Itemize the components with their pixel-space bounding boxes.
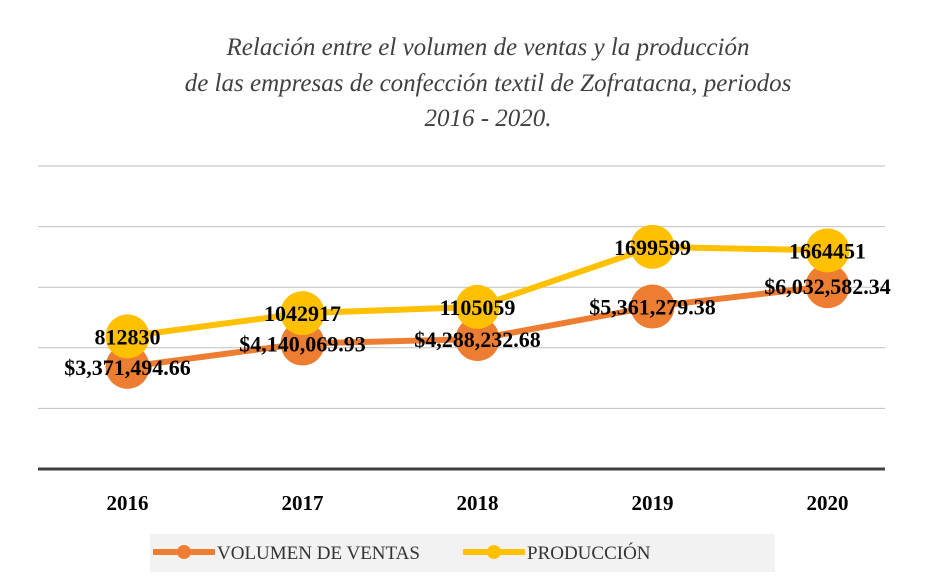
point	[630, 224, 675, 269]
legend-marker	[177, 545, 191, 559]
x-tick-label: 2020	[807, 491, 849, 515]
point	[105, 314, 150, 359]
point	[280, 321, 325, 366]
point	[105, 344, 150, 389]
x-tick-label: 2019	[632, 491, 674, 515]
data-label: $6,032,582.34	[764, 274, 891, 299]
data-label: $4,140,069.93	[239, 332, 366, 357]
data-label: 1699599	[614, 235, 691, 260]
legend-marker	[487, 545, 501, 559]
data-label: 1664451	[789, 238, 866, 263]
data-label: 1105059	[440, 295, 516, 320]
data-label: $5,361,279.38	[589, 295, 716, 320]
x-tick-label: 2018	[457, 491, 499, 515]
data-label: 1042917	[264, 301, 341, 326]
point	[805, 264, 850, 309]
x-tick-label: 2017	[282, 491, 324, 515]
x-tick-label: 2016	[107, 491, 149, 515]
point	[805, 228, 850, 273]
data-label: $3,371,494.66	[64, 355, 191, 380]
point	[280, 291, 325, 336]
point	[455, 284, 500, 329]
legend-label: VOLUMEN DE VENTAS	[217, 543, 420, 564]
chart-title: 2016 - 2020.	[424, 105, 551, 132]
point	[630, 284, 675, 329]
chart-title: de las empresas de confección textil de …	[185, 70, 792, 97]
point	[455, 317, 500, 362]
data-label: 812830	[95, 324, 161, 349]
chart-title: Relación entre el volumen de ventas y la…	[226, 34, 750, 61]
legend-box	[150, 534, 775, 572]
data-label: $4,288,232.68	[414, 327, 541, 352]
legend-label: PRODUCCIÓN	[527, 542, 651, 564]
